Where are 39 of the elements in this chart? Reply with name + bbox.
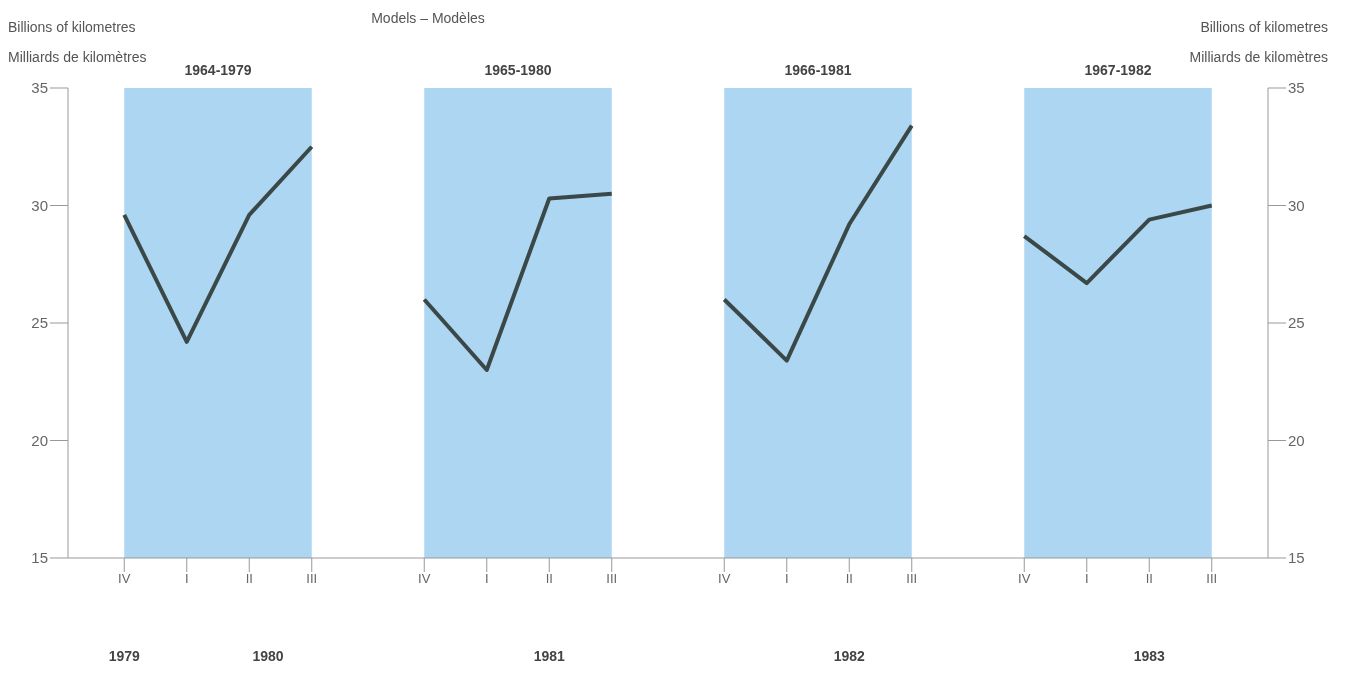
x-tick-label: III xyxy=(306,571,318,587)
chart-title: 1967-1982 xyxy=(1084,62,1152,78)
y2-tick-label: 25 xyxy=(1288,314,1305,332)
y-tick-label: 30 xyxy=(31,196,48,214)
text: Models – Modèles xyxy=(370,10,486,26)
x-tick-label: IV xyxy=(718,571,731,587)
x-tick-label: I xyxy=(484,571,489,587)
x-tick-label: IV xyxy=(1018,571,1031,587)
x-tick-label: II xyxy=(845,571,853,587)
text: 1979 xyxy=(107,648,141,664)
chart-title: 1965-1980 xyxy=(483,62,553,78)
x-tick-label: III xyxy=(1206,571,1218,587)
x-tick-label: II xyxy=(245,571,253,587)
y-tick-label: 35 xyxy=(31,79,48,97)
x-tick-label: IV xyxy=(418,571,431,587)
y2-tick-label: 30 xyxy=(1288,196,1305,214)
y-tick-label: 15 xyxy=(31,549,48,567)
y2-axis-title: Billions of kilometres Milliards de kilomètres xyxy=(1189,18,1328,67)
y-tick-label: 20 xyxy=(31,431,48,449)
x-tick-label: IV xyxy=(118,571,131,587)
text: 1982 xyxy=(832,648,866,664)
y-axis-title: Billions of kilometres Milliards de kilomètres xyxy=(8,18,147,67)
chart-title: 1964-1979 xyxy=(184,62,252,78)
x-tick-label: III xyxy=(606,571,618,587)
y-tick-label: 25 xyxy=(31,314,48,332)
line-series xyxy=(1022,203,1214,286)
text: 1980 xyxy=(251,648,285,664)
text: 1983 xyxy=(1132,648,1166,664)
x-tick-label: I xyxy=(784,571,789,587)
text: 1981 xyxy=(532,648,566,664)
y2-tick-label: 15 xyxy=(1288,549,1305,567)
x-tick-label: III xyxy=(906,571,918,587)
chart-title: 1966-1981 xyxy=(783,62,853,78)
x-tick-label: II xyxy=(545,571,553,587)
y2-tick-label: 35 xyxy=(1288,79,1305,97)
x-tick-label: II xyxy=(1145,571,1153,587)
x-tick-label: I xyxy=(184,571,189,587)
x-tick-label: I xyxy=(1084,571,1089,587)
y2-tick-label: 20 xyxy=(1288,431,1305,449)
